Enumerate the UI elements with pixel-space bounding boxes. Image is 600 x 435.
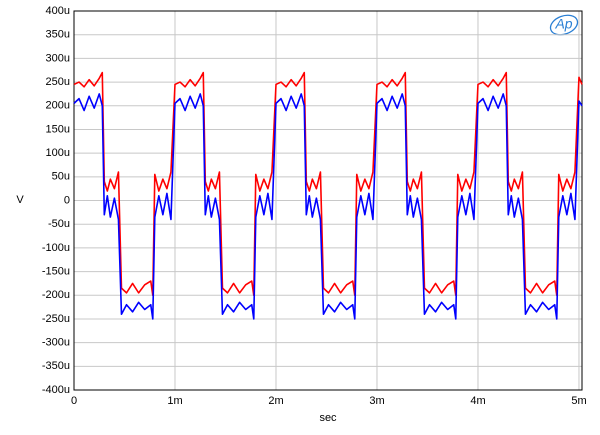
y-tick-label: -200u (42, 289, 70, 301)
x-tick-label: 1m (167, 395, 182, 407)
y-tick-label: 150u (46, 123, 70, 135)
y-tick-label: 250u (46, 76, 70, 88)
y-axis-label: V (16, 194, 24, 206)
x-tick-label: 0 (71, 395, 77, 407)
logo-ring (549, 14, 579, 36)
x-tick-label: 3m (369, 395, 384, 407)
series-line (73, 93, 583, 320)
logo: Ap (549, 14, 579, 36)
x-axis-label: sec (319, 412, 337, 424)
x-tick-label: 5m (571, 395, 586, 407)
series-line (73, 71, 583, 297)
logo-text: Ap (554, 16, 572, 32)
y-tick-label: 100u (46, 147, 70, 159)
plot-frame (73, 10, 583, 391)
y-tick-label: 0 (64, 194, 70, 206)
y-tick-label: 200u (46, 100, 70, 112)
y-tick-label: -50u (48, 218, 70, 230)
x-tick-label: 4m (470, 395, 485, 407)
y-tick-label: 50u (52, 171, 70, 183)
y-tick-label: 400u (46, 5, 70, 17)
y-tick-label: 350u (46, 29, 70, 41)
x-tick-label: 2m (268, 395, 283, 407)
y-tick-label: -300u (42, 337, 70, 349)
y-tick-label: -350u (42, 360, 70, 372)
y-tick-label: -250u (42, 313, 70, 325)
y-tick-label: -150u (42, 265, 70, 277)
y-tick-label: -400u (42, 384, 70, 396)
y-tick-label: 300u (46, 52, 70, 64)
y-tick-label: -100u (42, 242, 70, 254)
